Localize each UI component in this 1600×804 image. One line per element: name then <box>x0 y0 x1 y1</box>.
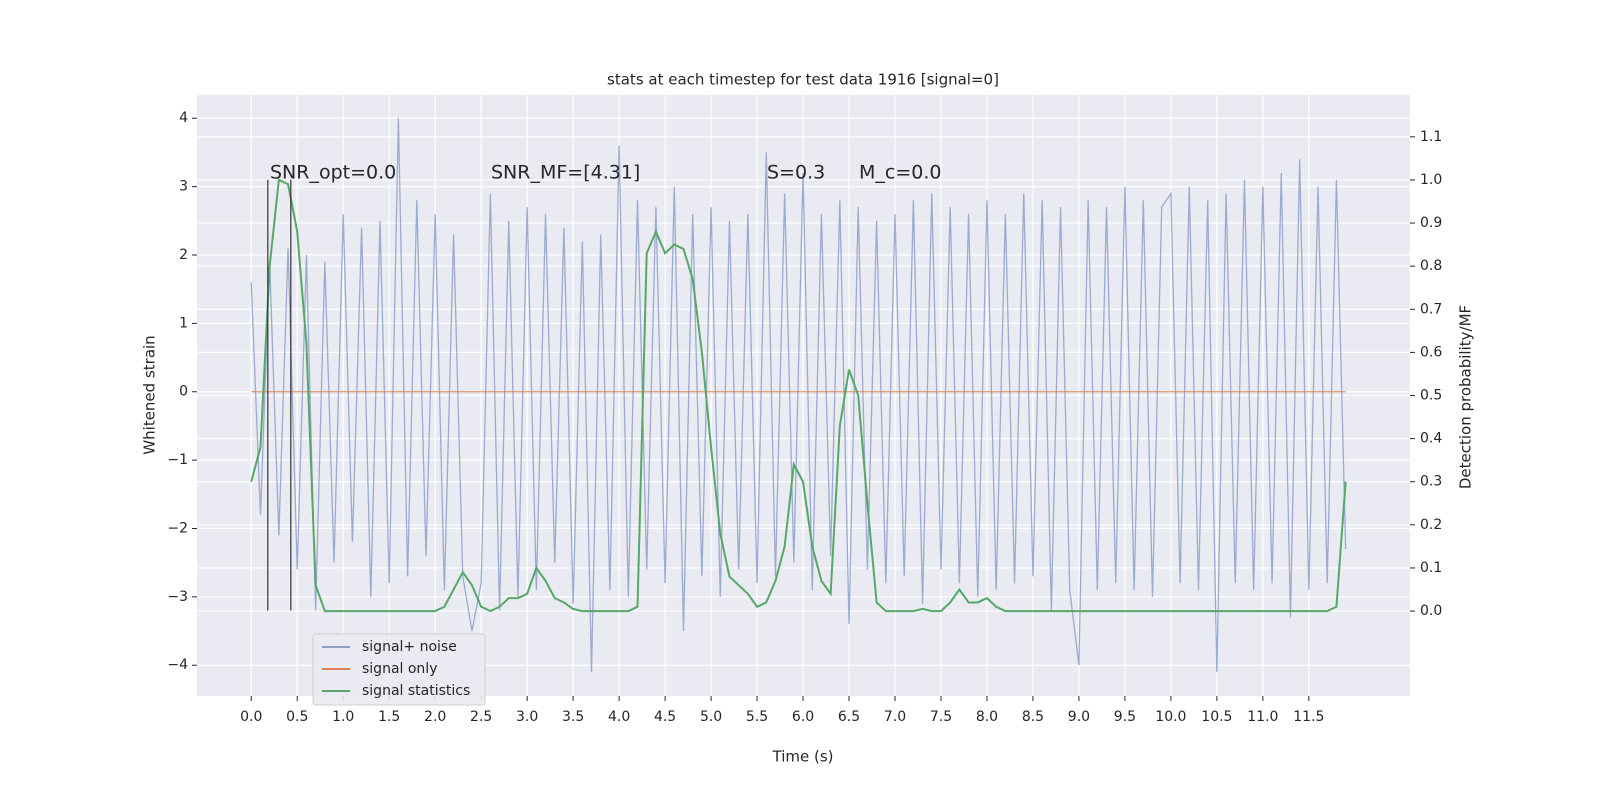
legend-label: signal statistics <box>362 683 470 699</box>
x-tick-label: 9.5 <box>1114 709 1136 725</box>
y2-axis-label: Detection probability/MF <box>1457 305 1475 489</box>
x-tick-label: 1.5 <box>378 709 400 725</box>
y-tick-label: −4 <box>167 657 188 673</box>
y-tick-label: 2 <box>179 247 188 263</box>
x-tick-label: 9.0 <box>1068 709 1090 725</box>
x-tick-label: 8.0 <box>976 709 998 725</box>
y-tick-label: 4 <box>179 110 188 126</box>
x-tick-label: 11.0 <box>1247 709 1278 725</box>
y2-tick-label: 0.4 <box>1420 431 1442 447</box>
x-tick-label: 4.0 <box>608 709 630 725</box>
annotation: SNR_opt=0.0 <box>270 162 396 184</box>
y2-tick-label: 0.8 <box>1420 258 1442 274</box>
x-tick-label: 0.5 <box>286 709 308 725</box>
annotation: SNR_MF=[4.31] <box>491 162 640 184</box>
x-tick-label: 10.5 <box>1201 709 1232 725</box>
y-tick-label: −1 <box>167 452 188 468</box>
legend-box <box>312 633 486 706</box>
legend-label: signal only <box>362 661 437 677</box>
x-tick-label: 0.0 <box>240 709 262 725</box>
y2-tick-label: 0.3 <box>1420 474 1442 490</box>
y2-tick-label: 1.1 <box>1420 129 1442 145</box>
x-tick-label: 2.5 <box>470 709 492 725</box>
y2-tick-label: 0.9 <box>1420 215 1442 231</box>
x-tick-label: 6.0 <box>792 709 814 725</box>
x-tick-label: 11.5 <box>1293 709 1324 725</box>
x-tick-label: 7.5 <box>930 709 952 725</box>
y2-tick-label: 0.0 <box>1420 603 1442 619</box>
y-tick-label: −3 <box>167 589 188 605</box>
y2-tick-label: 0.1 <box>1420 560 1442 576</box>
legend-label: signal+ noise <box>362 639 457 655</box>
series-line <box>250 178 1347 613</box>
x-tick-label: 1.0 <box>332 709 354 725</box>
series-line <box>250 118 1347 673</box>
y2-tick-label: 1.0 <box>1420 172 1442 188</box>
y-tick-label: 1 <box>179 315 188 331</box>
y-tick-label: 0 <box>179 384 188 400</box>
x-axis-label: Time (s) <box>772 748 834 766</box>
x-tick-label: 2.0 <box>424 709 446 725</box>
y2-tick-label: 0.7 <box>1420 301 1442 317</box>
x-tick-label: 3.0 <box>516 709 538 725</box>
legend: signal+ noise signal only signal statistic… <box>312 633 486 706</box>
y2-tick-label: 0.5 <box>1420 388 1442 404</box>
x-tick-label: 8.5 <box>1022 709 1044 725</box>
chart-title: stats at each timestep for test data 191… <box>607 71 999 89</box>
y2-tick-label: 0.6 <box>1420 344 1442 360</box>
y-tick-label: 3 <box>179 179 188 195</box>
annotation: S=0.3 <box>767 162 825 184</box>
x-tick-label: 5.0 <box>700 709 722 725</box>
y-axis-label: Whitened strain <box>141 335 159 454</box>
x-tick-label: 7.0 <box>884 709 906 725</box>
annotation: M_c=0.0 <box>859 162 941 184</box>
x-tick-label: 3.5 <box>562 709 584 725</box>
x-tick-label: 4.5 <box>654 709 676 725</box>
x-tick-label: 10.0 <box>1155 709 1186 725</box>
x-tick-label: 6.5 <box>838 709 860 725</box>
y2-tick-label: 0.2 <box>1420 517 1442 533</box>
x-tick-label: 5.5 <box>746 709 768 725</box>
y-tick-label: −2 <box>167 520 188 536</box>
